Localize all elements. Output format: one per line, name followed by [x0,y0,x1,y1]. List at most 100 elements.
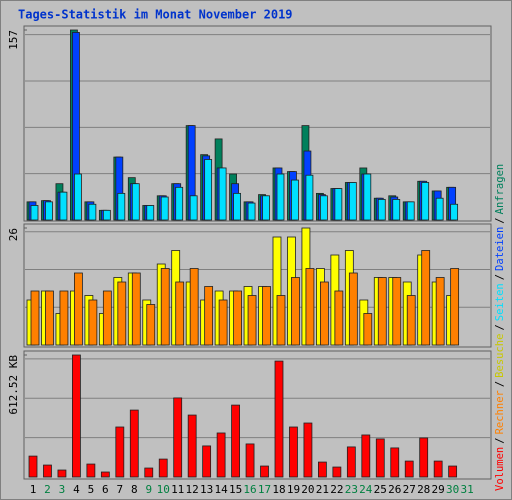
legend-entry: Volumen [494,447,506,491]
bar [100,471,110,478]
bar [262,286,271,346]
x-tick-label: 31 [460,483,473,496]
bar [245,443,255,478]
bar [102,290,112,346]
bar [86,463,96,478]
bar [175,281,185,346]
bar [88,203,97,221]
bar [43,464,52,478]
bar [247,295,257,346]
bar [30,290,40,346]
legend-separator: / [494,274,506,280]
bar [390,447,400,478]
bar [57,469,67,478]
bar [218,167,227,221]
bar [144,467,154,478]
bar [45,201,53,221]
bar [247,202,256,221]
bar [433,460,443,478]
bar [334,188,343,221]
bar [276,173,285,221]
bar [419,437,429,478]
bar [260,465,269,478]
bar [289,426,298,478]
bar [189,195,198,221]
bar [30,205,39,221]
bar [274,360,284,478]
bar [231,404,240,478]
x-tick-label: 29 [432,483,445,496]
bar [262,195,270,221]
x-tick-label: 4 [73,483,80,496]
bar [158,458,168,478]
x-tick-label: 18 [272,483,285,496]
legend-separator: / [494,381,506,387]
bar [74,272,83,346]
bar [406,201,415,221]
panel [23,350,492,480]
y-tick-label: 157 [7,30,20,50]
bar [291,277,300,346]
bar [276,295,286,346]
bar [348,182,357,221]
x-tick-label: 13 [200,483,213,496]
x-tick-label: 12 [186,483,199,496]
bar [348,272,358,346]
x-tick-label: 20 [301,483,314,496]
bar [131,272,141,346]
x-tick-label: 11 [171,483,184,496]
legend-entry: Dateien [494,227,506,271]
bar [450,203,459,221]
bar [317,461,327,478]
bar [375,438,385,478]
bar [204,286,214,346]
bar [334,290,344,346]
x-tick-label: 28 [417,483,430,496]
bar [363,313,373,346]
bar [361,434,371,478]
bar [216,432,226,478]
legend-entry: Besuche [494,334,506,378]
x-tick-label: 19 [287,483,300,496]
bar [189,268,199,346]
bar [448,465,458,478]
x-tick-label: 21 [316,483,329,496]
bar [160,268,170,346]
x-tick-label: 8 [131,483,138,496]
x-tick-label: 2 [44,483,51,496]
x-tick-label: 23 [345,483,358,496]
bar [45,290,54,346]
bar [88,299,98,346]
bar [117,281,127,346]
bar [305,268,315,346]
x-tick-label: 26 [388,483,401,496]
bar [305,174,314,221]
legend-separator: / [494,324,506,330]
bar [421,182,430,221]
x-tick-label: 24 [359,483,373,496]
x-tick-label: 25 [374,483,387,496]
bar [404,460,414,478]
x-tick-label: 10 [157,483,170,496]
x-tick-label: 16 [243,483,256,496]
bar [377,199,386,221]
x-tick-label: 5 [88,483,95,496]
bar [59,290,69,346]
bar [303,422,313,478]
bar [332,466,342,478]
legend-entry: Seiten [494,283,506,321]
legend-entry: Rechner [494,390,506,434]
x-tick-label: 1 [30,483,37,496]
bar [28,455,38,478]
bar [72,354,81,478]
bar [218,299,228,346]
x-tick-label: 17 [258,483,271,496]
bar [115,426,125,478]
x-tick-label: 3 [59,483,66,496]
bar [202,445,212,478]
x-tick-label: 6 [102,483,109,496]
bar [131,183,140,221]
bar [173,397,183,478]
bar [319,195,328,221]
